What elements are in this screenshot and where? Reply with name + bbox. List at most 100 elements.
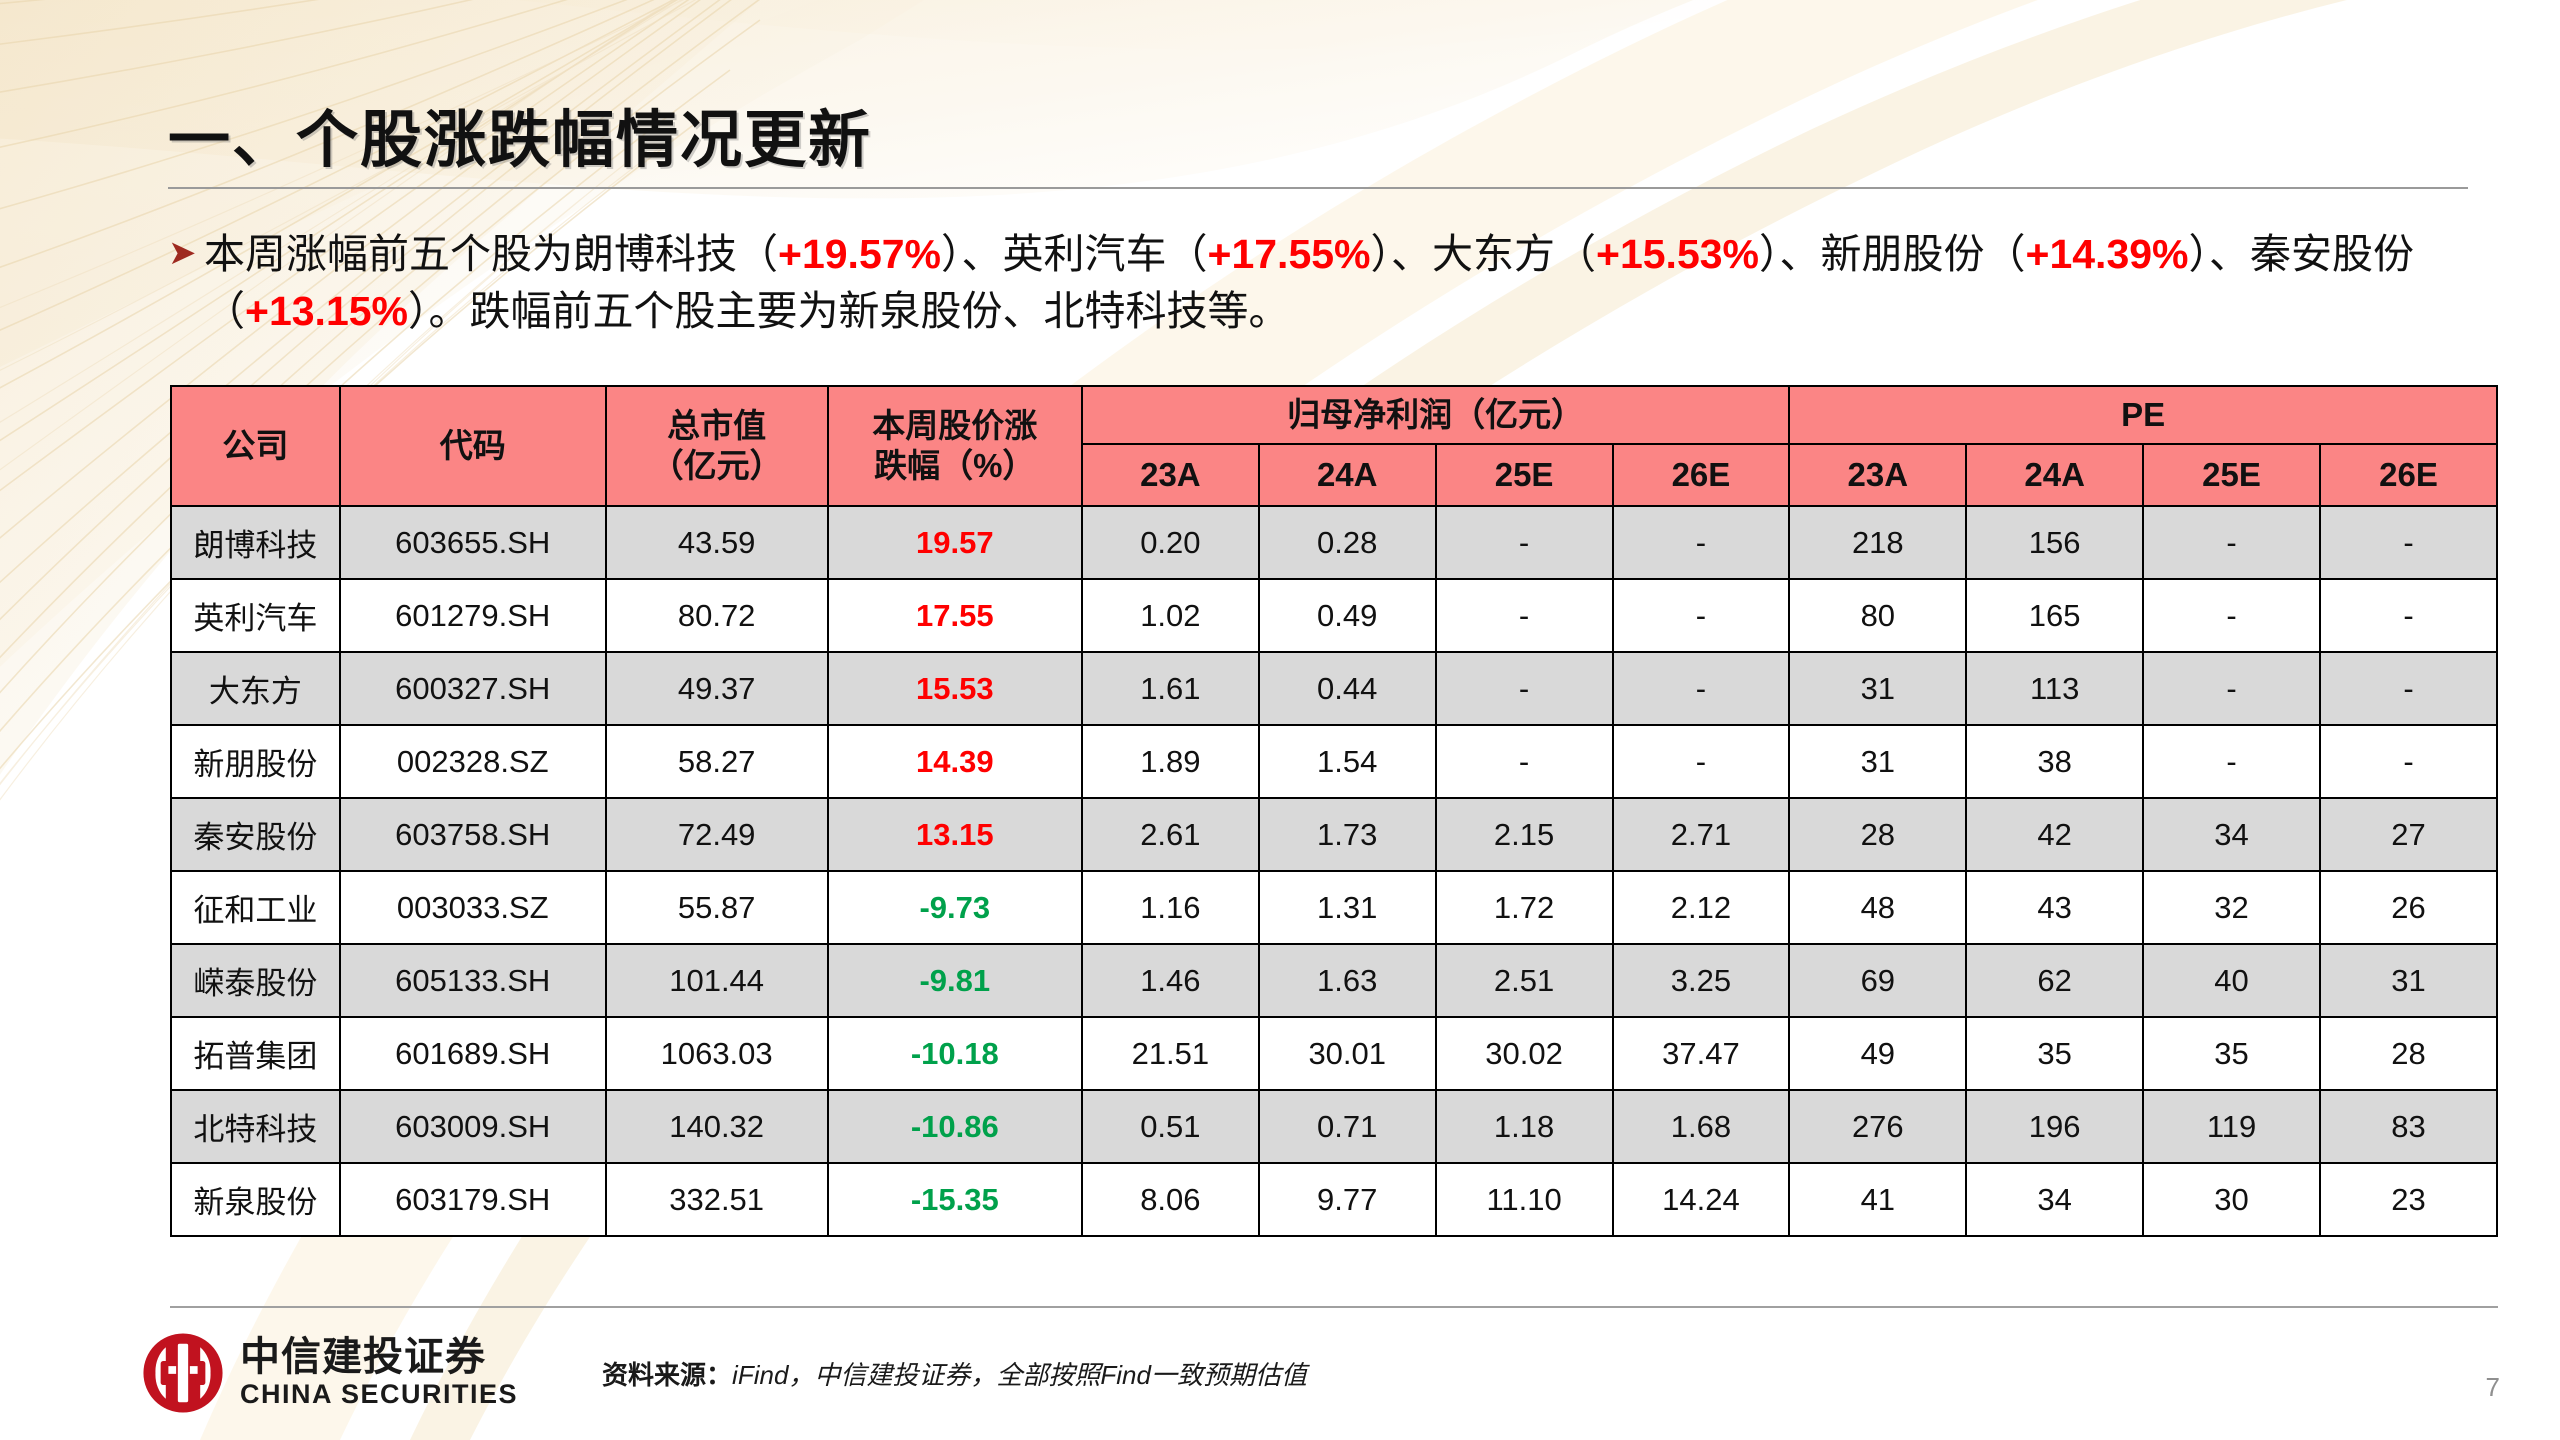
col-header-np-23a: 23A — [1080, 443, 1260, 507]
cell-pe-23a: 49 — [1788, 1016, 1968, 1091]
cell-market-cap: 49.37 — [604, 651, 829, 726]
cell-company: 征和工业 — [170, 870, 341, 945]
cell-net-profit-24a: 1.63 — [1257, 943, 1437, 1018]
cell-company: 北特科技 — [170, 1089, 341, 1164]
cell-code: 603758.SH — [338, 797, 607, 872]
cell-net-profit-23a: 0.20 — [1080, 505, 1260, 580]
col-header-pe-26e: 26E — [2318, 443, 2499, 507]
cell-pe-23a: 41 — [1788, 1162, 1968, 1237]
source-body: iFind，中信建投证券，全部按照Find一致预期估值 — [732, 1359, 1307, 1390]
cell-weekly-change: 19.57 — [826, 505, 1083, 580]
cell-pe-26e: 23 — [2318, 1162, 2499, 1237]
cell-pe-25e: 32 — [2142, 870, 2321, 945]
table-header: 公司 代码 总市值 （亿元） 本周股价涨 跌幅（%） 归母净利润（亿元） PE … — [170, 385, 2499, 507]
table-row: 拓普集团 601689.SH 1063.03 -10.18 21.51 30.01 30.0… — [170, 1016, 2499, 1091]
company-logo: 中信建投证券 CHINA SECURITIES — [140, 1330, 518, 1416]
cell-code: 002328.SZ — [338, 724, 607, 799]
cell-company: 朗博科技 — [170, 505, 341, 580]
cell-net-profit-25e: 30.02 — [1434, 1016, 1614, 1091]
col-header-code: 代码 — [338, 385, 607, 507]
col-header-weekly-change-line1: 本周股价涨 — [872, 406, 1038, 444]
page-number: 7 — [2485, 1372, 2500, 1402]
cell-net-profit-26e: - — [1611, 578, 1791, 653]
cell-net-profit-26e: 2.71 — [1611, 797, 1791, 872]
cell-pe-24a: 156 — [1965, 505, 2145, 580]
table-row: 嵘泰股份 605133.SH 101.44 -9.81 1.46 1.63 2.51 3.25… — [170, 943, 2499, 1018]
cell-pe-26e: - — [2318, 505, 2499, 580]
table-row: 朗博科技 603655.SH 43.59 19.57 0.20 0.28- -218 156-… — [170, 505, 2499, 580]
cell-company: 秦安股份 — [170, 797, 341, 872]
cell-weekly-change: 13.15 — [826, 797, 1083, 872]
source-label: 资料来源： — [602, 1359, 733, 1390]
cell-pe-25e: - — [2142, 724, 2321, 799]
cell-net-profit-25e: 2.51 — [1434, 943, 1614, 1018]
table-row: 北特科技 603009.SH 140.32 -10.86 0.51 0.71 1.18 1.6… — [170, 1089, 2499, 1164]
cell-net-profit-24a: 30.01 — [1257, 1016, 1437, 1091]
cell-code: 601689.SH — [338, 1016, 607, 1091]
cell-pe-24a: 196 — [1965, 1089, 2145, 1164]
cell-net-profit-25e: - — [1434, 578, 1614, 653]
bullet-value-5: +13.15% — [245, 287, 408, 334]
cell-pe-23a: 31 — [1788, 724, 1968, 799]
bullet-seg-6: ）。跌幅前五个股主要为新泉股份、北特科技等。 — [408, 287, 1290, 334]
cell-weekly-change: 15.53 — [826, 651, 1083, 726]
cell-pe-25e: 30 — [2142, 1162, 2321, 1237]
bullet-value-1: +19.57% — [778, 231, 941, 277]
table-header-row-1: 公司 代码 总市值 （亿元） 本周股价涨 跌幅（%） 归母净利润（亿元） PE — [170, 385, 2498, 507]
cell-company: 新泉股份 — [170, 1162, 341, 1237]
table-body: 朗博科技 603655.SH 43.59 19.57 0.20 0.28- -218 156-… — [170, 505, 2499, 1237]
cell-code: 603655.SH — [338, 505, 607, 580]
cell-code: 605133.SH — [338, 943, 607, 1018]
cell-code: 600327.SH — [338, 651, 607, 726]
cell-pe-24a: 113 — [1965, 651, 2145, 726]
cell-net-profit-23a: 1.16 — [1080, 870, 1260, 945]
cell-net-profit-24a: 1.73 — [1257, 797, 1437, 872]
cell-net-profit-25e: 1.18 — [1434, 1089, 1614, 1164]
cell-pe-25e: 35 — [2142, 1016, 2321, 1091]
cell-net-profit-23a: 2.61 — [1080, 797, 1260, 872]
stock-table: 公司 代码 总市值 （亿元） 本周股价涨 跌幅（%） 归母净利润（亿元） PE … — [170, 385, 2499, 1237]
page-title: 一、个股涨跌幅情况更新 — [168, 106, 873, 175]
title-block: 一、个股涨跌幅情况更新 — [168, 106, 2468, 190]
logo-name-cn: 中信建投证券 — [240, 1335, 486, 1380]
cell-pe-26e: 27 — [2318, 797, 2499, 872]
cell-pe-24a: 34 — [1965, 1162, 2145, 1237]
table-row: 征和工业 003033.SZ 55.87 -9.73 1.16 1.31 1.72 2.12 4… — [170, 870, 2499, 945]
table-row: 新泉股份 603179.SH 332.51 -15.35 8.06 9.77 11.10 14… — [170, 1162, 2499, 1237]
cell-pe-23a: 48 — [1788, 870, 1968, 945]
col-group-net-profit: 归母净利润（亿元） — [1080, 385, 1791, 445]
cell-pe-24a: 43 — [1965, 870, 2145, 945]
bullet-value-2: +17.55% — [1207, 231, 1371, 277]
cell-weekly-change: 14.39 — [826, 724, 1083, 799]
cell-net-profit-26e: 3.25 — [1611, 943, 1791, 1018]
col-header-market-cap-line1: 总市值 — [667, 406, 767, 444]
cell-weekly-change: -10.86 — [826, 1089, 1083, 1164]
cell-pe-25e: - — [2142, 651, 2321, 726]
cell-pe-26e: - — [2318, 724, 2499, 799]
col-header-pe-24a: 24A — [1965, 443, 2145, 507]
cell-market-cap: 58.27 — [604, 724, 829, 799]
col-header-weekly-change-line2: 跌幅（%） — [874, 447, 1036, 484]
cell-pe-26e: 26 — [2318, 870, 2499, 945]
cell-pe-24a: 62 — [1965, 943, 2145, 1018]
cell-net-profit-26e: - — [1611, 651, 1791, 726]
cell-pe-25e: - — [2142, 578, 2321, 653]
stock-table-wrap: 公司 代码 总市值 （亿元） 本周股价涨 跌幅（%） 归母净利润（亿元） PE … — [170, 385, 2499, 1237]
col-header-np-25e: 25E — [1434, 443, 1614, 507]
cell-pe-26e: 31 — [2318, 943, 2499, 1018]
cell-net-profit-26e: 14.24 — [1611, 1162, 1791, 1237]
col-header-np-24a: 24A — [1257, 443, 1437, 507]
cell-net-profit-24a: 1.31 — [1257, 870, 1437, 945]
cell-net-profit-25e: 2.15 — [1434, 797, 1614, 872]
cell-pe-26e: - — [2318, 651, 2499, 726]
cell-pe-24a: 165 — [1965, 578, 2145, 653]
cell-weekly-change: -9.73 — [826, 870, 1083, 945]
cell-net-profit-25e: - — [1434, 505, 1614, 580]
table-row: 新朋股份 002328.SZ 58.27 14.39 1.89 1.54- -31 38- - — [170, 724, 2499, 799]
bullet-seg-1: 本周涨幅前五个股为朗博科技（ — [204, 231, 778, 277]
cell-net-profit-24a: 0.71 — [1257, 1089, 1437, 1164]
col-header-market-cap-line2: （亿元） — [650, 447, 783, 484]
cell-pe-25e: 40 — [2142, 943, 2321, 1018]
table-row: 秦安股份 603758.SH 72.49 13.15 2.61 1.73 2.15 2.71 2… — [170, 797, 2499, 872]
